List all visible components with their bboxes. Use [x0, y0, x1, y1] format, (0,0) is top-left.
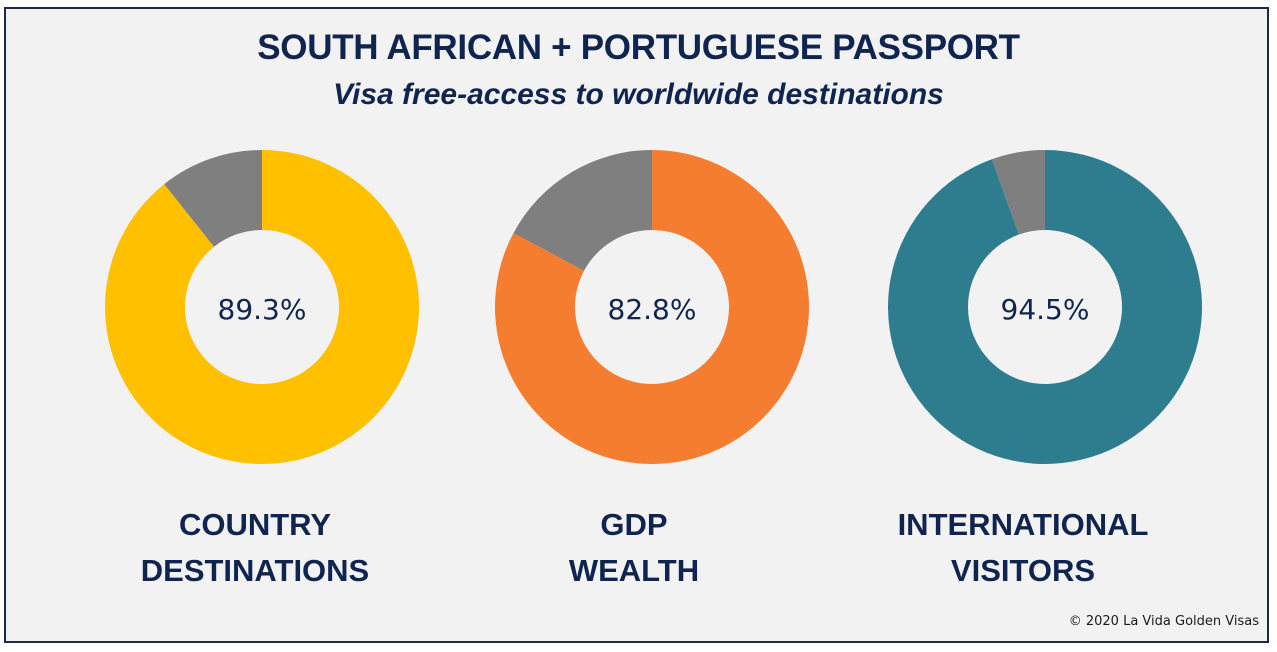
donut-segment-other: [164, 150, 262, 247]
label-line-2: DESTINATIONS: [140, 553, 370, 588]
donut-center-value: 82.8%: [607, 292, 697, 326]
donut-category-label: INTERNATIONAL VISITORS: [843, 502, 1203, 594]
page-subtitle: Visa free-access to worldwide destinatio…: [333, 78, 944, 111]
donut-chart-country-destinations: 89.3%: [102, 149, 422, 469]
donut-segment-other: [991, 150, 1045, 235]
donut-segment-visa-free: [104, 150, 419, 464]
label-line-2: VISITORS: [950, 553, 1096, 588]
donut-segment-visa-free: [494, 150, 809, 464]
donut-segment-visa-free: [888, 150, 1202, 464]
donut-chart-gdp-wealth: 82.8%: [492, 149, 812, 469]
donut-svg: [494, 150, 809, 464]
label-line-2: WEALTH: [568, 553, 700, 588]
donut-svg: [104, 150, 419, 464]
donut-category-label: GDP WEALTH: [454, 502, 814, 594]
label-line-1: GDP: [600, 507, 668, 542]
donut-center-value: 89.3%: [217, 292, 307, 326]
copyright-notice: © 2020 La Vida Golden Visas: [1068, 614, 1259, 629]
label-line-1: COUNTRY: [178, 507, 332, 542]
page-title: SOUTH AFRICAN + PORTUGUESE PASSPORT: [257, 28, 1020, 67]
donut-svg: [888, 150, 1202, 464]
donut-chart-international-visitors: 94.5%: [885, 149, 1205, 469]
donut-segment-other: [513, 150, 652, 271]
donut-category-label: COUNTRY DESTINATIONS: [75, 502, 435, 594]
infographic-panel: [4, 7, 1269, 643]
label-line-1: INTERNATIONAL: [897, 507, 1149, 542]
donut-center-value: 94.5%: [1000, 292, 1090, 326]
